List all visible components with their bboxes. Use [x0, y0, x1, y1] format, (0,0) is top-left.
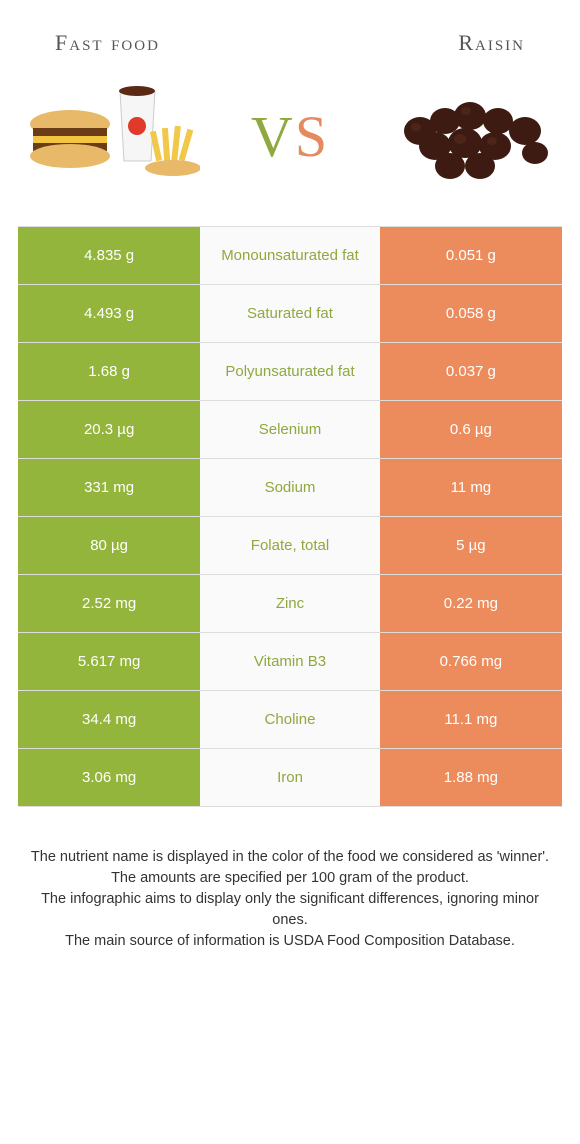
- cell-right-value: 1.88 mg: [380, 749, 562, 806]
- footnote-line: The main source of information is USDA F…: [30, 931, 550, 952]
- cell-nutrient-name: Selenium: [200, 401, 380, 458]
- cell-left-value: 5.617 mg: [18, 633, 200, 690]
- cell-left-value: 331 mg: [18, 459, 200, 516]
- cell-nutrient-name: Saturated fat: [200, 285, 380, 342]
- cell-left-value: 3.06 mg: [18, 749, 200, 806]
- fast-food-image: [25, 76, 200, 196]
- table-row: 20.3 µgSelenium0.6 µg: [18, 401, 562, 459]
- cell-nutrient-name: Vitamin B3: [200, 633, 380, 690]
- cell-right-value: 0.766 mg: [380, 633, 562, 690]
- vs-v: V: [251, 103, 295, 170]
- table-row: 4.493 gSaturated fat0.058 g: [18, 285, 562, 343]
- table-row: 4.835 gMonounsaturated fat0.051 g: [18, 227, 562, 285]
- table-row: 34.4 mgCholine11.1 mg: [18, 691, 562, 749]
- cell-left-value: 1.68 g: [18, 343, 200, 400]
- cell-nutrient-name: Folate, total: [200, 517, 380, 574]
- header-row: Fast food Raisin: [0, 0, 580, 66]
- cell-left-value: 80 µg: [18, 517, 200, 574]
- cell-nutrient-name: Choline: [200, 691, 380, 748]
- cell-nutrient-name: Iron: [200, 749, 380, 806]
- cell-right-value: 5 µg: [380, 517, 562, 574]
- vs-s: S: [295, 103, 329, 170]
- table-row: 2.52 mgZinc0.22 mg: [18, 575, 562, 633]
- cell-right-value: 0.058 g: [380, 285, 562, 342]
- cell-nutrient-name: Sodium: [200, 459, 380, 516]
- cell-nutrient-name: Zinc: [200, 575, 380, 632]
- cell-right-value: 0.6 µg: [380, 401, 562, 458]
- cell-right-value: 0.22 mg: [380, 575, 562, 632]
- comparison-table: 4.835 gMonounsaturated fat0.051 g4.493 g…: [18, 226, 562, 807]
- footnote-line: The amounts are specified per 100 gram o…: [30, 868, 550, 889]
- header-left: Fast food: [55, 30, 160, 56]
- cell-right-value: 11 mg: [380, 459, 562, 516]
- header-right: Raisin: [458, 30, 525, 56]
- table-row: 5.617 mgVitamin B30.766 mg: [18, 633, 562, 691]
- table-row: 3.06 mgIron1.88 mg: [18, 749, 562, 807]
- footnote: The nutrient name is displayed in the co…: [0, 807, 580, 972]
- cell-left-value: 34.4 mg: [18, 691, 200, 748]
- vs-label: VS: [251, 103, 329, 170]
- cell-right-value: 11.1 mg: [380, 691, 562, 748]
- raisin-image: [380, 76, 555, 196]
- cell-nutrient-name: Polyunsaturated fat: [200, 343, 380, 400]
- cell-left-value: 4.493 g: [18, 285, 200, 342]
- footnote-line: The nutrient name is displayed in the co…: [30, 847, 550, 868]
- cell-right-value: 0.037 g: [380, 343, 562, 400]
- cell-nutrient-name: Monounsaturated fat: [200, 227, 380, 284]
- cell-left-value: 4.835 g: [18, 227, 200, 284]
- cell-left-value: 20.3 µg: [18, 401, 200, 458]
- footnote-line: The infographic aims to display only the…: [30, 889, 550, 931]
- table-row: 80 µgFolate, total5 µg: [18, 517, 562, 575]
- table-row: 331 mgSodium11 mg: [18, 459, 562, 517]
- cell-left-value: 2.52 mg: [18, 575, 200, 632]
- image-row: VS: [0, 66, 580, 226]
- cell-right-value: 0.051 g: [380, 227, 562, 284]
- table-row: 1.68 gPolyunsaturated fat0.037 g: [18, 343, 562, 401]
